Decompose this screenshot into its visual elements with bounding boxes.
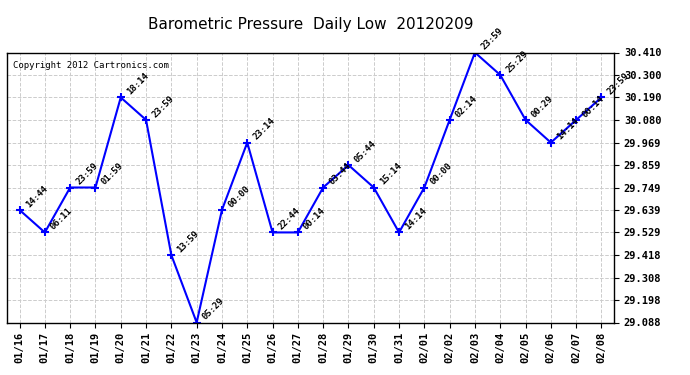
- Text: 00:00: 00:00: [226, 184, 251, 209]
- Text: 23:59: 23:59: [606, 71, 631, 97]
- Text: Copyright 2012 Cartronics.com: Copyright 2012 Cartronics.com: [13, 61, 169, 70]
- Text: 05:29: 05:29: [201, 296, 226, 322]
- Text: 00:29: 00:29: [530, 94, 555, 119]
- Text: 05:44: 05:44: [353, 139, 378, 164]
- Text: 06:11: 06:11: [49, 206, 75, 232]
- Text: 22:44: 22:44: [277, 206, 302, 232]
- Text: 15:14: 15:14: [378, 161, 403, 187]
- Text: 00:00: 00:00: [428, 161, 454, 187]
- Text: 02:14: 02:14: [454, 94, 479, 119]
- Text: 23:14: 23:14: [251, 116, 277, 142]
- Text: Barometric Pressure  Daily Low  20120209: Barometric Pressure Daily Low 20120209: [148, 17, 473, 32]
- Text: 18:14: 18:14: [125, 71, 150, 97]
- Text: 00:14: 00:14: [302, 206, 327, 232]
- Text: 14:44: 14:44: [23, 184, 49, 209]
- Text: 23:59: 23:59: [75, 161, 99, 187]
- Text: 01:59: 01:59: [99, 161, 125, 187]
- Text: 00:14: 00:14: [580, 94, 606, 119]
- Text: 23:59: 23:59: [479, 26, 504, 52]
- Text: 03:44: 03:44: [327, 161, 353, 187]
- Text: 14:14: 14:14: [555, 116, 580, 142]
- Text: 14:14: 14:14: [403, 206, 428, 232]
- Text: 23:59: 23:59: [150, 94, 175, 119]
- Text: 25:29: 25:29: [504, 49, 530, 74]
- Text: 13:59: 13:59: [175, 229, 201, 254]
